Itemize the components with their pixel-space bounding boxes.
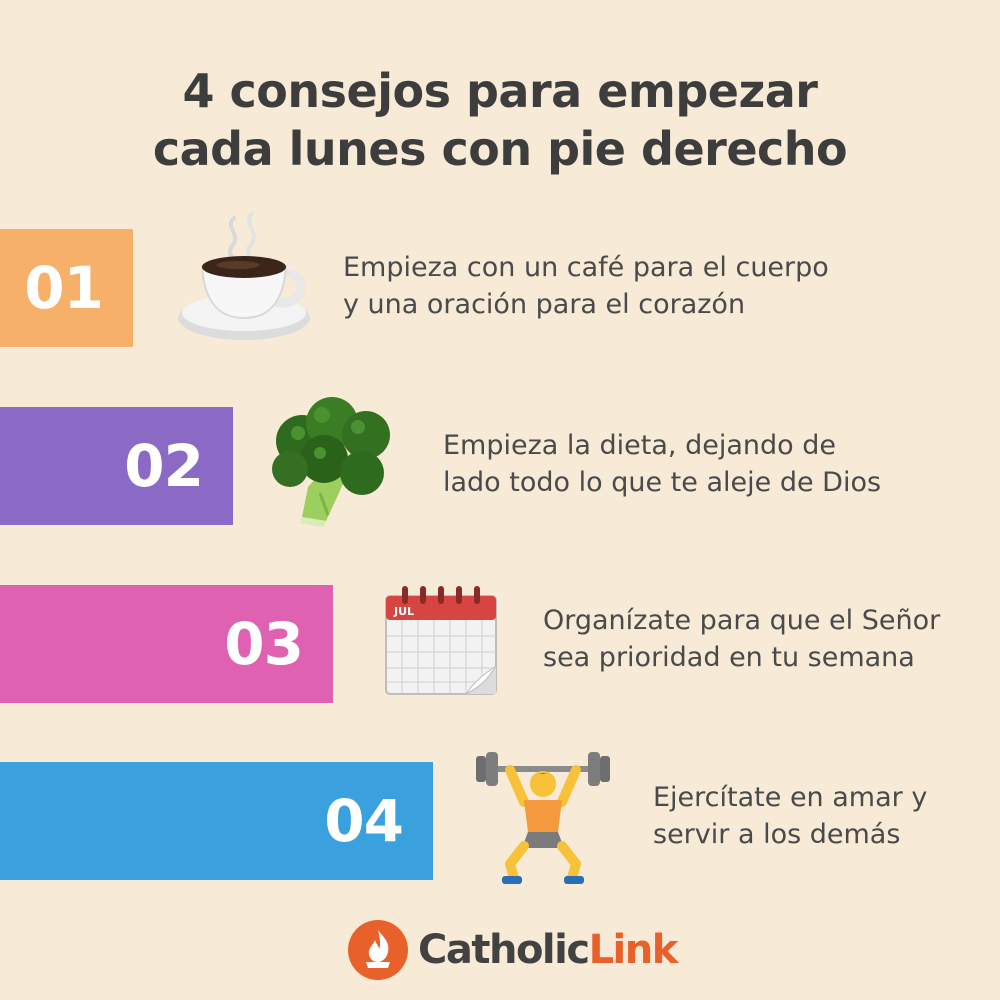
tip-number: 01 [24,254,104,322]
catholic-link-logo: CatholicLink [348,920,679,980]
flame-logo-icon [348,920,408,980]
calendar-month-label: JUL [393,605,414,618]
tip-number: 04 [324,787,404,855]
tip-number: 02 [124,432,204,500]
brand-name: CatholicLink [418,927,679,973]
tip-text-line-2: y una oración para el corazón [343,289,746,320]
calendar-icon: JUL [385,586,497,696]
title-line-1: 4 consejos para empezar [182,64,818,118]
brand-name-part-1: Catholic [418,927,590,973]
tip-text-02: Empieza la dieta, dejando de lado todo l… [443,427,881,501]
tip-text-line-1: Organízate para que el Señor [543,605,941,636]
tip-text-line-1: Empieza con un café para el cuerpo [343,252,829,283]
tip-text-04: Ejercítate en amar y servir a los demás [653,779,927,853]
weightlifter-icon [476,752,610,884]
tip-text-line-1: Empieza la dieta, dejando de [443,430,836,461]
page-title: 4 consejos para empezar cada lunes con p… [0,62,1000,178]
tip-text-line-1: Ejercítate en amar y [653,782,928,813]
tip-number-bar-03: 03 [0,585,333,703]
tip-text-03: Organízate para que el Señor sea priorid… [543,602,940,676]
tip-number: 03 [224,610,304,678]
broccoli-icon [272,397,390,527]
tip-number-bar-04: 04 [0,762,433,880]
tip-text-line-2: lado todo lo que te aleje de Dios [443,467,882,498]
coffee-cup-icon [178,212,310,340]
tip-text-line-2: sea prioridad en tu semana [543,642,915,673]
tip-text-line-2: servir a los demás [653,819,901,850]
tip-number-bar-01: 01 [0,229,133,347]
brand-name-part-2: Link [588,927,679,973]
title-line-2: cada lunes con pie derecho [152,122,848,176]
tip-number-bar-02: 02 [0,407,233,525]
tip-text-01: Empieza con un café para el cuerpo y una… [343,249,829,323]
